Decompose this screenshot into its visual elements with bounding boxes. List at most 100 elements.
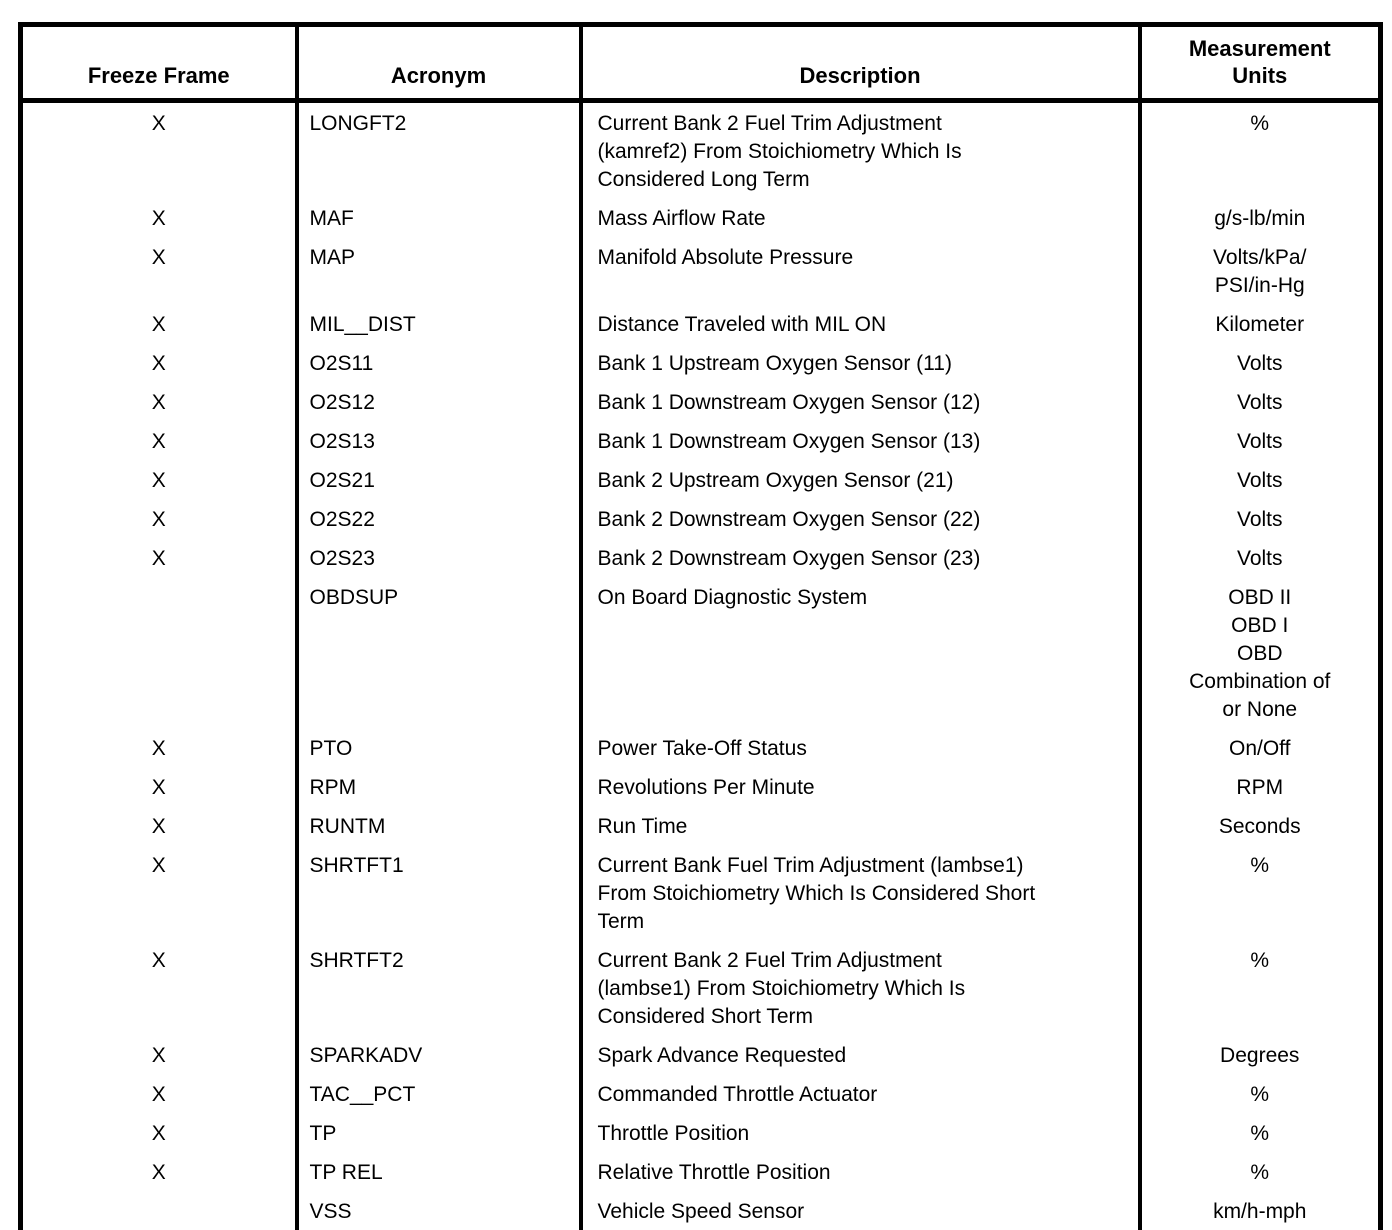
table-header-row: Freeze Frame Acronym Description Measuremen… xyxy=(20,24,1381,103)
freeze-frame-cell: X xyxy=(151,737,166,760)
freeze-frame-cell: X xyxy=(151,776,166,799)
description-cell-line: Current Bank Fuel Trim Adjustment (lambs… xyxy=(597,854,1024,877)
acronym-cell: O2S12 xyxy=(294,389,581,428)
table-row: X RPM Revolutions Per Minute RPM xyxy=(21,774,1381,813)
units-cell: Volts/kPa/PSI/in-Hg xyxy=(1137,244,1381,311)
table-row: X O2S22 Bank 2 Downstream Oxygen Sensor (2… xyxy=(21,506,1381,545)
description-cell: Commanded Throttle Actuator xyxy=(578,1081,1140,1120)
table-row: X MAF Mass Airflow Rate g/s-lb/min xyxy=(21,205,1381,244)
units-cell: % xyxy=(1137,1081,1381,1120)
description-cell: Bank 1 Downstream Oxygen Sensor (12) xyxy=(578,389,1140,428)
description-cell: Distance Traveled with MIL ON xyxy=(578,311,1140,350)
units-cell: Volts xyxy=(1137,350,1381,389)
units-cell: km/h-mph xyxy=(1137,1198,1381,1230)
units-cell-line: OBD xyxy=(1236,642,1283,665)
units-cell: % xyxy=(1137,1159,1381,1198)
acronym-cell: PTO xyxy=(294,735,581,774)
freeze-frame-cell: X xyxy=(151,352,166,375)
table-row: X MAP Manifold Absolute Pressure Volts/kPa/… xyxy=(21,244,1381,311)
description-cell: Revolutions Per Minute xyxy=(578,774,1140,813)
freeze-frame-parameter-table: Freeze Frame Acronym Description Measuremen… xyxy=(18,22,1383,1230)
description-cell-line: Current Bank 2 Fuel Trim Adjustment xyxy=(597,112,942,135)
units-cell: Seconds xyxy=(1137,813,1381,852)
freeze-frame-cell: X xyxy=(151,1122,166,1145)
units-cell: OBD II OBD I OBD Combination of or None xyxy=(1137,584,1381,735)
description-cell: Vehicle Speed Sensor xyxy=(578,1198,1140,1230)
acronym-cell: TAC__PCT xyxy=(294,1081,581,1120)
acronym-cell: TP xyxy=(294,1120,581,1159)
units-cell-line: or None xyxy=(1222,698,1298,721)
table-row: X TP REL Relative Throttle Position% xyxy=(21,1159,1381,1198)
units-cell: % xyxy=(1137,1120,1381,1159)
description-cell: Current Bank Fuel Trim Adjustment (lambs… xyxy=(578,852,1140,947)
acronym-cell: LONGFT2 xyxy=(294,100,581,205)
table-row: X PTO Power Take-Off Status On/Off xyxy=(21,735,1381,774)
acronym-cell: MAF xyxy=(294,205,581,244)
acronym-cell: SPARKADV xyxy=(294,1042,581,1081)
table-row: VSS Vehicle Speed Sensor km/h-mph xyxy=(21,1198,1381,1230)
units-cell: RPM xyxy=(1137,774,1381,813)
description-cell-line: From Stoichiometry Which Is Considered S… xyxy=(597,882,1036,905)
table-row: OBDSUP On Board Diagnostic System OBD II OB… xyxy=(21,584,1381,735)
units-cell-line: Volts/kPa/ xyxy=(1213,246,1307,269)
freeze-frame-cell: X xyxy=(151,547,166,570)
column-header-measurement-units: Measurement Units xyxy=(1137,24,1381,103)
acronym-cell: O2S21 xyxy=(294,467,581,506)
units-cell: Volts xyxy=(1137,506,1381,545)
freeze-frame-cell: X xyxy=(151,246,166,269)
description-cell: Bank 2 Upstream Oxygen Sensor (21) xyxy=(578,467,1140,506)
freeze-frame-cell: X xyxy=(151,207,166,230)
table-row: X O2S23 Bank 2 Downstream Oxygen Sensor (2… xyxy=(21,545,1381,584)
column-header-description: Description xyxy=(578,24,1140,103)
description-cell-line: Considered Short Term xyxy=(597,1005,814,1028)
description-cell: Bank 1 Downstream Oxygen Sensor (13) xyxy=(578,428,1140,467)
units-cell-line: OBD II xyxy=(1228,586,1292,609)
table-row: X TP Throttle Position% xyxy=(21,1120,1381,1159)
acronym-cell: RUNTM xyxy=(294,813,581,852)
units-cell: On/Off xyxy=(1137,735,1381,774)
freeze-frame-cell: X xyxy=(151,949,166,972)
units-cell-line: Combination of xyxy=(1189,670,1331,693)
units-cell: Volts xyxy=(1137,428,1381,467)
description-cell: Manifold Absolute Pressure xyxy=(578,244,1140,311)
freeze-frame-cell: X xyxy=(151,854,166,877)
description-cell-line: (kamref2) From Stoichiometry Which Is xyxy=(597,140,962,163)
description-cell: Throttle Position xyxy=(578,1120,1140,1159)
acronym-cell: O2S13 xyxy=(294,428,581,467)
units-cell: % xyxy=(1137,852,1381,947)
acronym-cell: VSS xyxy=(294,1198,581,1230)
column-header-freeze-frame: Freeze Frame xyxy=(20,24,297,103)
description-cell-line: Current Bank 2 Fuel Trim Adjustment xyxy=(597,949,942,972)
acronym-cell: OBDSUP xyxy=(294,584,581,735)
freeze-frame-cell: X xyxy=(151,1044,166,1067)
acronym-cell: SHRTFT1 xyxy=(294,852,581,947)
units-cell: Kilometer xyxy=(1137,311,1381,350)
units-cell: % xyxy=(1137,100,1381,205)
description-cell: Spark Advance Requested xyxy=(578,1042,1140,1081)
table-row: X O2S21 Bank 2 Upstream Oxygen Sensor (21)… xyxy=(21,467,1381,506)
description-cell: Current Bank 2 Fuel Trim Adjustment (kamr… xyxy=(578,100,1140,205)
freeze-frame-cell xyxy=(21,1198,297,1230)
freeze-frame-cell: X xyxy=(151,1161,166,1184)
units-cell: Volts xyxy=(1137,545,1381,584)
table-row: X LONGFT2 Current Bank 2 Fuel Trim Adjustm… xyxy=(21,100,1381,205)
column-header-line: Units xyxy=(1232,63,1288,88)
freeze-frame-cell: X xyxy=(151,815,166,838)
table-row: X SPARKADV Spark Advance Requested Degrees xyxy=(21,1042,1381,1081)
table-row: X O2S13 Bank 1 Downstream Oxygen Sensor (1… xyxy=(21,428,1381,467)
units-cell-line: PSI/in-Hg xyxy=(1214,274,1305,297)
table-row: X TAC__PCT Commanded Throttle Actuator% xyxy=(21,1081,1381,1120)
units-cell: Volts xyxy=(1137,389,1381,428)
table-row: X SHRTFT2 Current Bank 2 Fuel Trim Adjustm… xyxy=(21,947,1381,1042)
freeze-frame-cell: X xyxy=(151,430,166,453)
freeze-frame-cell: X xyxy=(151,1083,166,1106)
description-cell-line: Term xyxy=(597,910,645,933)
table-row: X O2S11 Bank 1 Upstream Oxygen Sensor (11)… xyxy=(21,350,1381,389)
description-cell: Bank 1 Upstream Oxygen Sensor (11) xyxy=(578,350,1140,389)
column-header-acronym: Acronym xyxy=(294,24,581,103)
description-cell: Current Bank 2 Fuel Trim Adjustment (lamb… xyxy=(578,947,1140,1042)
description-cell: Power Take-Off Status xyxy=(578,735,1140,774)
description-cell: Bank 2 Downstream Oxygen Sensor (23) xyxy=(578,545,1140,584)
freeze-frame-cell: X xyxy=(151,112,166,135)
freeze-frame-cell: X xyxy=(151,391,166,414)
